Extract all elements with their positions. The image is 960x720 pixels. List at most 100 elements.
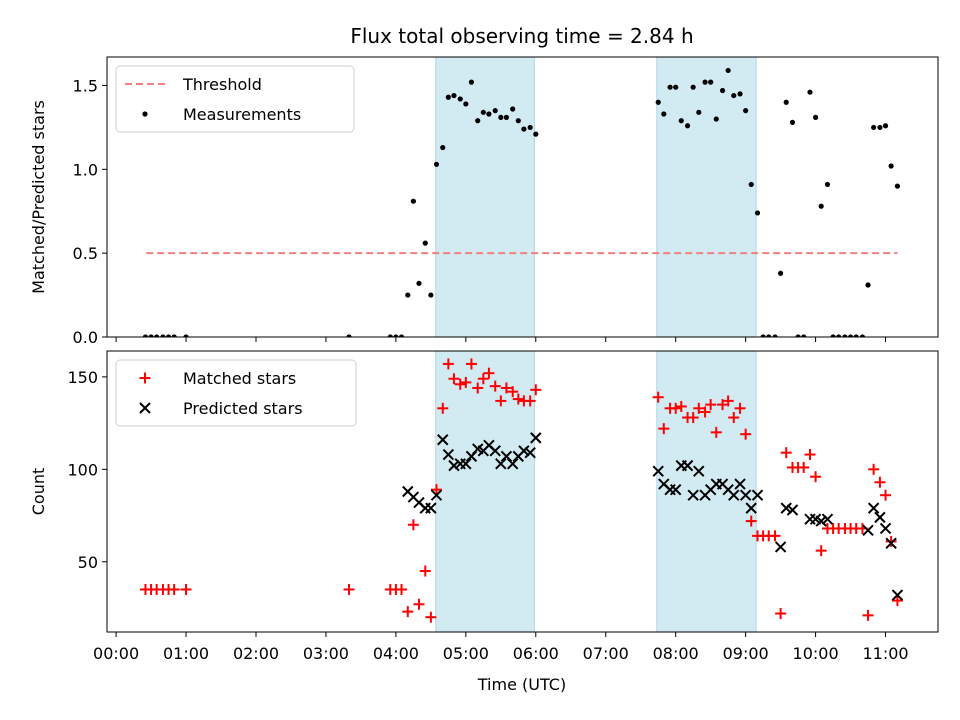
predicted-point — [693, 465, 705, 477]
measurement-point — [510, 106, 516, 112]
matched-point — [495, 395, 507, 407]
measurement-point — [760, 334, 766, 337]
measurement-point — [346, 334, 352, 337]
measurement-point — [428, 292, 434, 298]
measurement-point — [882, 123, 889, 129]
predicted-point — [437, 434, 449, 446]
predicted-point — [489, 445, 501, 457]
measurement-point — [673, 84, 679, 90]
predicted-point — [669, 483, 682, 496]
measurement-point — [655, 99, 661, 105]
predicted-point — [780, 502, 792, 514]
matched-point — [804, 449, 816, 461]
matched-point — [652, 391, 664, 403]
measurement-point — [807, 89, 813, 95]
predicted-point — [524, 446, 536, 459]
legend-box — [115, 359, 357, 427]
y-tick-label: 1.0 — [73, 160, 98, 179]
measurement-point — [480, 109, 486, 115]
measurement-point — [475, 118, 481, 124]
matched-point — [862, 609, 874, 621]
matched-point — [687, 412, 699, 424]
matched-point — [489, 380, 501, 392]
measurement-point — [731, 92, 737, 99]
measurement-point — [661, 111, 667, 117]
predicted-point — [815, 515, 827, 527]
matched-point — [722, 395, 734, 407]
x-tick-label: 11:00 — [862, 644, 908, 663]
x-tick-label: 10:00 — [793, 644, 839, 663]
predicted-point — [506, 458, 519, 470]
measurement-point — [818, 203, 824, 209]
x-tick-label: 01:00 — [163, 644, 209, 663]
x-axis-title: Time (UTC) — [477, 675, 566, 694]
measurement-point — [398, 334, 405, 337]
predicted-point — [774, 541, 787, 553]
measurement-point — [667, 84, 673, 90]
matched-point — [395, 583, 407, 595]
measurement-point — [708, 79, 714, 85]
measurement-point — [457, 96, 463, 102]
matched-point — [477, 373, 489, 385]
series-predicted-stars — [402, 432, 904, 601]
measurement-point — [387, 334, 393, 337]
predicted-point — [430, 489, 443, 501]
matched-point — [442, 358, 454, 370]
measurement-point — [515, 118, 521, 124]
matched-point — [745, 515, 757, 527]
measurement-point — [410, 198, 416, 204]
measurement-point — [148, 334, 154, 337]
predicted-point — [745, 502, 757, 514]
measurement-point — [754, 210, 761, 216]
matched-point — [880, 489, 892, 501]
legend-box — [115, 65, 355, 133]
measurement-point — [894, 183, 901, 189]
predicted-point — [862, 524, 874, 537]
x-tick-label: 02:00 — [233, 644, 279, 663]
legend: Threshold Measurements — [115, 65, 355, 133]
predicted-point — [652, 465, 664, 477]
predicted-point — [687, 489, 699, 501]
predicted-point — [891, 589, 904, 601]
matched-point — [717, 399, 729, 411]
matched-point — [693, 402, 705, 414]
matched-point — [675, 400, 687, 412]
y-tick-label: 0.5 — [73, 244, 98, 263]
matched-point — [448, 373, 460, 385]
matched-point — [740, 428, 752, 440]
series-matched-stars — [139, 358, 903, 623]
measurement-point — [865, 282, 871, 288]
measurement-point — [702, 79, 708, 85]
measurement-point — [847, 334, 854, 337]
measurement-point — [719, 87, 726, 94]
measurement-point — [859, 334, 866, 337]
y-tick-label: 50 — [78, 553, 98, 572]
measurement-point — [422, 240, 428, 246]
predicted-point — [448, 459, 460, 472]
matched-point — [507, 386, 519, 398]
predicted-point — [460, 458, 472, 470]
measurement-point — [171, 334, 177, 337]
y-tick-label: 100 — [67, 460, 98, 479]
measurement-point — [498, 114, 504, 120]
plot-area — [142, 67, 901, 337]
measurement-point — [877, 124, 883, 131]
matched-point — [402, 606, 414, 618]
matched-point — [437, 402, 449, 414]
measurement-point — [696, 109, 702, 115]
measurement-point — [772, 334, 778, 337]
y-tick-label: 150 — [67, 368, 98, 387]
matched-point — [658, 423, 670, 435]
x-tick-label: 06:00 — [513, 644, 559, 663]
matched-point — [885, 535, 897, 547]
predicted-point — [751, 489, 764, 501]
matched-point — [775, 608, 787, 620]
measurement-point — [183, 334, 189, 337]
plot-area — [139, 358, 904, 623]
measurement-point — [783, 99, 789, 105]
matched-point — [413, 598, 425, 610]
matched-point — [798, 461, 810, 473]
measurement-point — [853, 334, 859, 337]
y-tick-label: 0.0 — [73, 328, 98, 347]
x-tick-label: 04:00 — [373, 644, 419, 663]
